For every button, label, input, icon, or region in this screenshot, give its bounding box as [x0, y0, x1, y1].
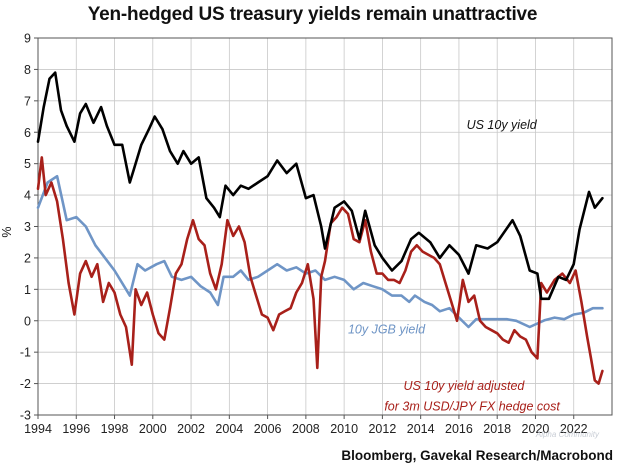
- x-tick-label: 2022: [560, 422, 588, 436]
- y-axis-label: %: [0, 226, 14, 237]
- series-lines: [36, 71, 604, 385]
- x-tick-label: 2014: [407, 422, 435, 436]
- x-tick-label: 2002: [177, 422, 205, 436]
- y-tick-label: 8: [24, 63, 31, 77]
- y-tick-label: -3: [20, 409, 31, 423]
- y-tick-label: -2: [20, 377, 31, 391]
- series-annotation: US 10y yield: [467, 118, 538, 132]
- x-tick-label: 2010: [330, 422, 358, 436]
- y-tick-label: -1: [20, 346, 31, 360]
- x-tick-label: 2006: [254, 422, 282, 436]
- y-tick-label: 2: [24, 251, 31, 265]
- y-tick-label: 5: [24, 157, 31, 171]
- gridlines: [37, 37, 612, 416]
- x-tick-label: 2004: [215, 422, 243, 436]
- y-tick-label: 3: [24, 220, 31, 234]
- y-tick-label: 9: [24, 32, 31, 46]
- chart-title: Yen-hedged US treasury yields remain una…: [87, 4, 538, 25]
- y-tick-label: 6: [24, 126, 31, 140]
- chart-source: Bloomberg, Gavekal Research/Macrobond: [341, 448, 613, 463]
- x-tick-label: 2000: [139, 422, 167, 436]
- series-annotation: for 3m USD/JPY FX hedge cost: [384, 399, 560, 413]
- series-annotation: US 10y yield adjusted: [403, 379, 525, 393]
- x-tick-label: 2008: [292, 422, 320, 436]
- y-tick-label: 7: [24, 94, 31, 108]
- x-axis: 1994 1996 1998 2000 2002 2004 2006 2008 2010 2012…: [24, 415, 588, 436]
- x-tick-label: 1998: [101, 422, 129, 436]
- annotations: US 10y yield 10y JGB yield US 10y yield ad…: [348, 118, 560, 413]
- x-tick-label: 2018: [483, 422, 511, 436]
- x-tick-label: 2012: [368, 422, 396, 436]
- x-tick-label: 2016: [445, 422, 473, 436]
- series-line: [36, 71, 604, 301]
- series-line: [36, 156, 604, 385]
- series-annotation: 10y JGB yield: [348, 322, 426, 336]
- y-tick-label: 1: [24, 283, 31, 297]
- watermark: Alpha Community: [535, 430, 599, 439]
- x-tick-label: 1994: [24, 422, 52, 436]
- series-line: [36, 174, 604, 329]
- y-axis: 9 8 7 6 5 4 3 2 1 0 -1 -2 -3: [20, 32, 38, 423]
- y-tick-label: 0: [24, 314, 31, 328]
- x-tick-label: 1996: [62, 422, 90, 436]
- x-tick-label: 2020: [522, 422, 550, 436]
- y-tick-label: 4: [24, 189, 31, 203]
